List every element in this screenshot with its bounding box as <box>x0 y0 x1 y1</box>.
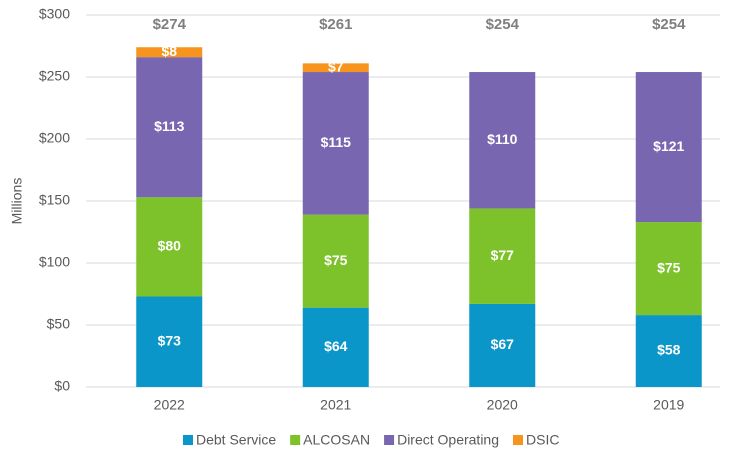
legend-swatch <box>290 435 301 445</box>
y-tick-label: $150 <box>39 192 70 208</box>
x-tick-label: 2019 <box>653 397 684 413</box>
data-label: $75 <box>324 252 348 268</box>
data-label: $121 <box>653 138 684 154</box>
bar-segment <box>469 303 536 387</box>
y-tick-label: $0 <box>54 378 70 394</box>
bar-segment <box>136 47 203 58</box>
bar-segment <box>136 197 203 297</box>
data-label: $113 <box>154 118 185 134</box>
data-label: $77 <box>491 247 515 263</box>
bar-segment <box>302 214 369 308</box>
bar-segment <box>302 63 369 73</box>
data-label: $8 <box>161 43 177 59</box>
x-tick-label: 2020 <box>487 397 518 413</box>
bar-segment <box>635 72 702 223</box>
data-label: $110 <box>487 131 518 147</box>
y-tick-label: $250 <box>39 68 70 84</box>
data-label: $64 <box>324 338 348 354</box>
data-label: $7 <box>328 58 344 74</box>
data-label: $73 <box>158 332 182 348</box>
bar-segment <box>469 72 536 209</box>
y-tick-label: $300 <box>39 6 70 22</box>
legend-label: Direct Operating <box>397 432 499 448</box>
data-label: $75 <box>657 259 681 275</box>
legend-label: DSIC <box>526 432 559 448</box>
total-label: $261 <box>319 16 352 33</box>
x-tick-label: 2022 <box>154 397 185 413</box>
bar-segment <box>136 57 203 198</box>
data-label: $67 <box>491 336 515 352</box>
legend-label: Debt Service <box>196 432 276 448</box>
legend-label: ALCOSAN <box>303 432 370 448</box>
legend-swatch <box>513 435 524 445</box>
legend-swatch <box>183 435 193 445</box>
x-tick-label: 2021 <box>320 397 351 413</box>
total-label: $254 <box>652 16 686 33</box>
data-label: $80 <box>158 238 182 254</box>
total-label: $254 <box>486 16 520 33</box>
bar-segment <box>635 222 702 316</box>
bar-segment <box>635 315 702 387</box>
bar-segment <box>136 296 203 387</box>
bar-segment <box>302 307 369 387</box>
legend-swatch <box>384 435 395 445</box>
y-tick-label: $200 <box>39 130 70 146</box>
y-tick-label: $100 <box>39 254 70 270</box>
y-axis-label: Millions <box>9 178 25 225</box>
y-tick-label: $50 <box>47 316 71 332</box>
bar-segment <box>302 72 369 215</box>
bar-segment <box>469 208 536 304</box>
total-label: $274 <box>153 16 187 33</box>
data-label: $58 <box>657 342 681 358</box>
data-label: $115 <box>321 134 352 150</box>
